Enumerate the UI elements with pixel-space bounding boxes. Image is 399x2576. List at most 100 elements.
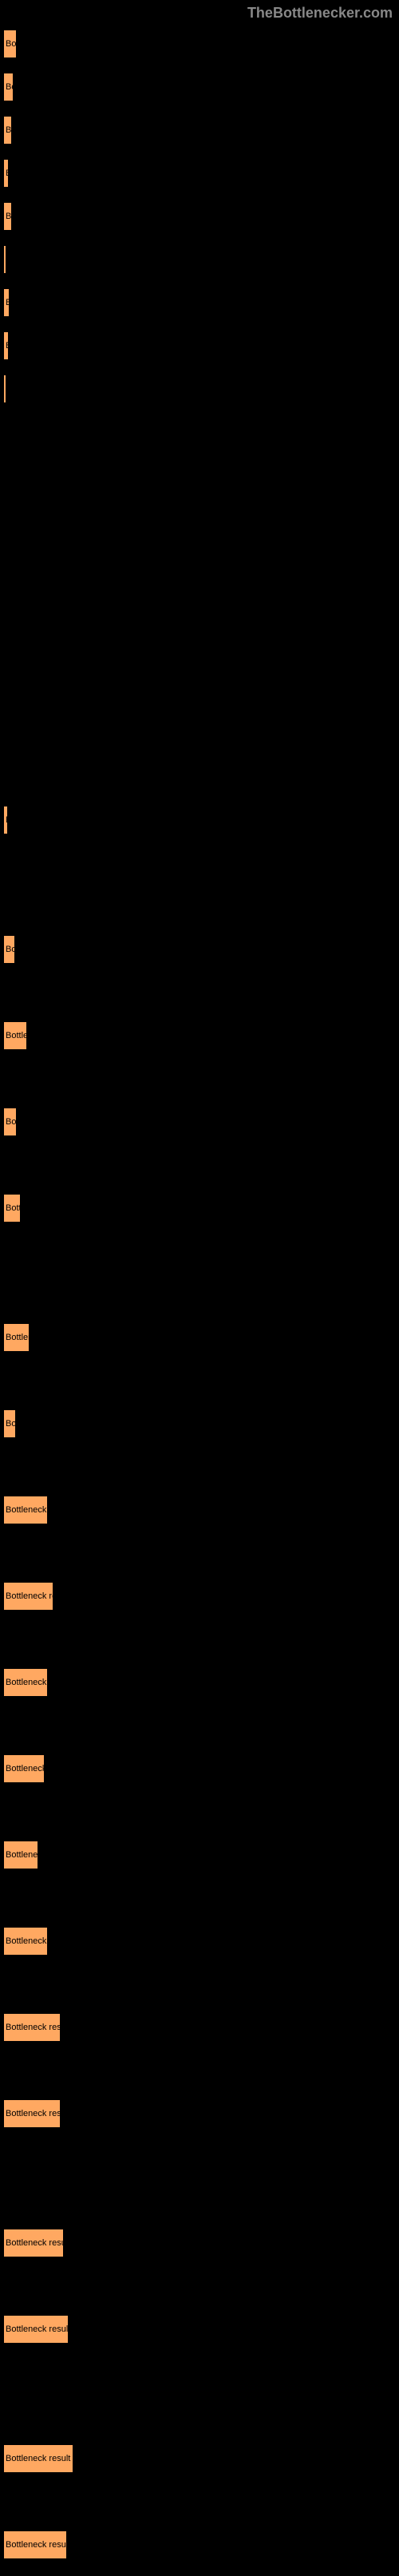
bar-row: Bottleneck result xyxy=(3,240,396,279)
bar-label: Bottleneck result xyxy=(6,125,12,135)
bar-row: Bottleneck result xyxy=(3,1016,396,1056)
bar-row xyxy=(3,1447,396,1487)
bar: Bottleneck result xyxy=(3,1021,27,1050)
bar-row xyxy=(3,2051,396,2091)
bar-row: Bottleneck result xyxy=(3,369,396,409)
bar: Bottleneck result xyxy=(3,1409,16,1438)
bar-label: Bottleneck result xyxy=(6,2023,61,2032)
bar-row xyxy=(3,1706,396,1746)
bar: Bottleneck result xyxy=(3,73,14,101)
bar-row: Bottleneck result xyxy=(3,24,396,64)
bar-label: Bottleneck result xyxy=(6,212,12,221)
bar: Bottleneck result xyxy=(3,1927,48,1956)
bar: Bottleneck result xyxy=(3,1841,38,1869)
bar-row: Bottleneck result xyxy=(3,800,396,840)
bar: Bottleneck result xyxy=(3,1582,53,1611)
bar-row xyxy=(3,2352,396,2392)
bar-row xyxy=(3,1274,396,1314)
bar-label: Bottleneck result xyxy=(6,945,15,954)
bar-row: Bottleneck result xyxy=(3,326,396,366)
bar-row: Bottleneck result xyxy=(3,2439,396,2479)
bar: Bottleneck result xyxy=(3,116,12,145)
bar-row xyxy=(3,1964,396,2004)
bar-row: Bottleneck result xyxy=(3,1404,396,1444)
bar: Bottleneck result xyxy=(3,2229,64,2257)
bar-row: Bottleneck result xyxy=(3,67,396,107)
bar-label: Bottleneck result xyxy=(6,1333,30,1342)
bar-row: Bottleneck result xyxy=(3,929,396,969)
bar-row xyxy=(3,585,396,624)
bar-label: Bottleneck result xyxy=(6,2454,70,2463)
bar-row xyxy=(3,498,396,538)
bar-row: Bottleneck result xyxy=(3,2223,396,2263)
bar-row: Bottleneck result xyxy=(3,1921,396,1961)
bar-row: Bottleneck result xyxy=(3,196,396,236)
bar-row: Bottleneck result xyxy=(3,110,396,150)
bar-row: Bottleneck result xyxy=(3,1749,396,1789)
bar: Bottleneck result xyxy=(3,2013,61,2042)
bar: Bottleneck result xyxy=(3,1668,48,1697)
bar-row xyxy=(3,2180,396,2220)
bar: Bottleneck result xyxy=(3,2315,69,2344)
bar-label: Bottleneck result xyxy=(6,1419,16,1429)
bar-row xyxy=(3,1619,396,1659)
bar-label: Bottleneck result xyxy=(6,1764,45,1773)
bar: Bottleneck result xyxy=(3,2444,73,2473)
bar-row xyxy=(3,1533,396,1573)
bar-row xyxy=(3,2396,396,2435)
bar-row xyxy=(3,1059,396,1099)
bar-label: Bottleneck result xyxy=(6,1117,17,1127)
bar-row xyxy=(3,1792,396,1832)
bar-row: Bottleneck result xyxy=(3,2525,396,2565)
bar: Bottleneck result xyxy=(3,1323,30,1352)
bar-row xyxy=(3,714,396,754)
bar: Bottleneck result xyxy=(3,1496,48,1524)
bar-row xyxy=(3,1361,396,1401)
bar: Bottleneck result xyxy=(3,202,12,231)
bar-row xyxy=(3,1231,396,1271)
bar-label: Bottleneck result xyxy=(6,168,9,178)
bar-label: Bottleneck result xyxy=(6,2238,64,2248)
bar-row xyxy=(3,412,396,452)
bar-row xyxy=(3,973,396,1013)
bar-label: Bottleneck result xyxy=(6,1850,38,1860)
bar: Bottleneck result xyxy=(3,288,10,317)
bar-row: Bottleneck result xyxy=(3,1663,396,1702)
bar-row: Bottleneck result xyxy=(3,1490,396,1530)
bar-row xyxy=(3,2266,396,2306)
bar-label: Bottleneck result xyxy=(6,341,9,351)
bar-row xyxy=(3,1145,396,1185)
bar-label: Bottleneck result xyxy=(6,2324,69,2334)
bar-label: Bottleneck result xyxy=(6,1203,21,1213)
bar-label: Bottleneck result xyxy=(6,1591,53,1601)
bar-chart: Bottleneck result Bottleneck result Bottle… xyxy=(0,0,399,2576)
bar: Bottleneck result xyxy=(3,1108,17,1136)
bar-row: Bottleneck result xyxy=(3,153,396,193)
bar: Bottleneck result xyxy=(3,1754,45,1783)
bar-label: Bottleneck result xyxy=(6,39,17,49)
bar-row xyxy=(3,843,396,883)
bar-row: Bottleneck result xyxy=(3,2309,396,2349)
bar: Bottleneck result xyxy=(3,245,6,274)
bar-row: Bottleneck result xyxy=(3,2007,396,2047)
bar: Bottleneck result xyxy=(3,1194,21,1223)
bar-label: Bottleneck result xyxy=(6,298,10,307)
bar-label: Bottleneck result xyxy=(6,1936,48,1946)
bar-label: Bottleneck result xyxy=(6,2109,61,2118)
bar-row xyxy=(3,757,396,797)
bar-label: Bottleneck result xyxy=(6,1031,27,1040)
bar-label: Bottleneck result xyxy=(6,2540,67,2550)
bar-row: Bottleneck result xyxy=(3,1318,396,1357)
bar: Bottleneck result xyxy=(3,375,6,403)
bar-row xyxy=(3,886,396,926)
bar: Bottleneck result xyxy=(3,331,9,360)
bar-label: Bottleneck result xyxy=(6,815,8,825)
bar-label: Bottleneck result xyxy=(6,1505,48,1515)
bar: Bottleneck result xyxy=(3,806,8,834)
bar-row xyxy=(3,628,396,668)
bar-label: Bottleneck result xyxy=(6,82,14,92)
bar-row xyxy=(3,1878,396,1918)
bar: Bottleneck result xyxy=(3,935,15,964)
bar-label: Bottleneck result xyxy=(6,1678,48,1687)
bar-row: Bottleneck result xyxy=(3,1835,396,1875)
